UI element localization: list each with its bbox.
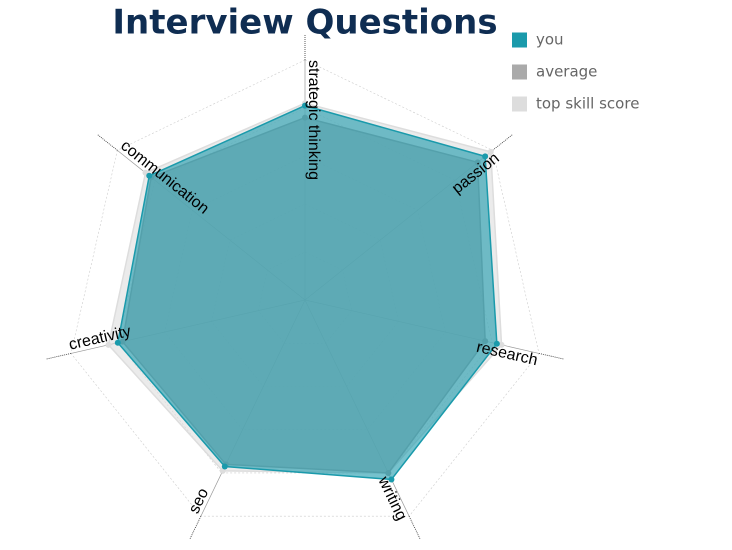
axis-tick <box>492 134 513 151</box>
radar-point <box>388 476 395 483</box>
radar-point <box>493 340 500 347</box>
axis-label: writing <box>374 473 410 523</box>
legend-label: top skill score <box>536 95 639 113</box>
radar-point <box>105 341 112 348</box>
legend-label: you <box>536 31 564 49</box>
axis-tick <box>97 134 118 151</box>
axis-label: strategic thinking <box>305 60 322 180</box>
chart-title: Interview Questions <box>112 3 497 43</box>
radar-point <box>487 148 494 155</box>
radar-area <box>117 104 498 481</box>
axis-label: seo <box>186 486 213 517</box>
legend-swatch <box>512 64 527 80</box>
radar-point <box>302 102 308 109</box>
grid-ring <box>70 59 540 517</box>
legend-swatch <box>512 96 527 112</box>
radar-point <box>482 153 489 160</box>
legend-swatch <box>512 32 527 48</box>
radar-point <box>498 341 505 348</box>
axis-tick <box>189 516 202 539</box>
radar-point <box>146 172 153 179</box>
axis-tick <box>46 353 72 360</box>
axis-tick <box>538 353 564 360</box>
radar-point <box>221 463 228 470</box>
legend-label: average <box>536 63 597 81</box>
radar-point <box>114 339 121 346</box>
axis-tick <box>408 516 421 539</box>
